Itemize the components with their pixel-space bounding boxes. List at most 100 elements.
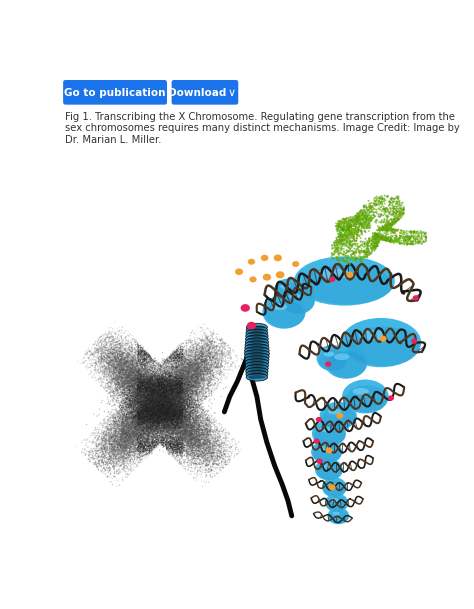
Point [181,414,188,423]
Point [153,392,160,402]
Point [127,364,135,374]
Point [388,209,396,219]
Point [152,359,159,369]
Point [186,365,193,375]
Point [159,361,166,370]
Point [167,416,175,426]
Point [137,384,145,394]
Point [148,407,155,417]
Point [140,397,147,407]
Point [182,379,190,389]
Point [134,365,142,375]
Point [146,443,154,453]
Point [179,348,187,358]
Point [137,389,144,399]
Point [158,434,166,443]
Point [164,412,172,422]
Point [145,370,153,380]
Point [145,403,153,413]
Point [153,406,161,416]
Point [150,382,158,392]
Point [210,330,218,340]
Point [162,420,170,430]
Point [143,399,151,409]
Point [165,403,173,413]
Point [167,404,175,414]
Point [156,426,164,436]
Point [196,387,203,396]
Point [217,339,225,348]
Point [143,423,150,433]
Point [188,348,195,358]
Point [182,348,190,357]
Point [113,396,120,406]
Point [190,407,198,417]
Point [148,356,155,366]
Point [88,366,95,376]
Point [143,412,151,421]
Point [145,415,152,424]
Point [148,405,155,415]
Point [173,370,181,380]
Point [216,449,224,459]
Point [140,379,147,389]
Point [110,351,118,361]
Point [132,371,139,381]
Point [168,393,175,403]
Point [143,367,151,377]
Point [153,419,161,429]
Point [196,362,203,371]
Point [137,404,144,414]
Point [156,438,164,448]
Point [139,416,146,426]
Point [168,373,176,383]
Point [164,389,172,398]
Point [129,383,137,393]
Point [139,384,146,393]
Point [184,429,191,438]
Point [132,380,140,390]
Point [156,398,164,408]
Point [210,456,217,466]
Point [125,373,133,382]
Point [193,401,201,410]
Point [161,353,169,363]
Point [104,429,111,439]
Point [138,380,146,390]
Point [187,411,194,421]
Point [178,360,185,370]
Point [143,409,150,419]
Point [165,381,173,390]
Point [160,408,167,418]
Point [181,406,188,415]
Point [395,214,402,224]
Point [167,413,174,423]
Point [152,384,159,394]
Point [137,409,145,419]
Point [138,373,146,383]
Point [135,427,143,437]
Point [151,370,159,379]
Point [161,412,169,421]
Point [153,382,161,392]
Point [144,421,152,431]
Point [156,372,164,382]
Point [186,441,194,451]
Point [182,400,190,409]
Point [138,384,146,393]
Point [150,367,158,376]
Point [107,442,114,452]
Point [141,412,149,421]
Point [152,410,159,420]
Point [147,401,155,411]
Point [173,406,181,415]
Point [128,424,135,434]
Point [134,356,142,365]
Point [149,401,156,410]
Point [158,391,165,401]
Point [131,427,139,437]
Point [137,380,144,390]
Point [342,214,349,224]
Point [142,411,149,421]
Point [110,365,118,375]
